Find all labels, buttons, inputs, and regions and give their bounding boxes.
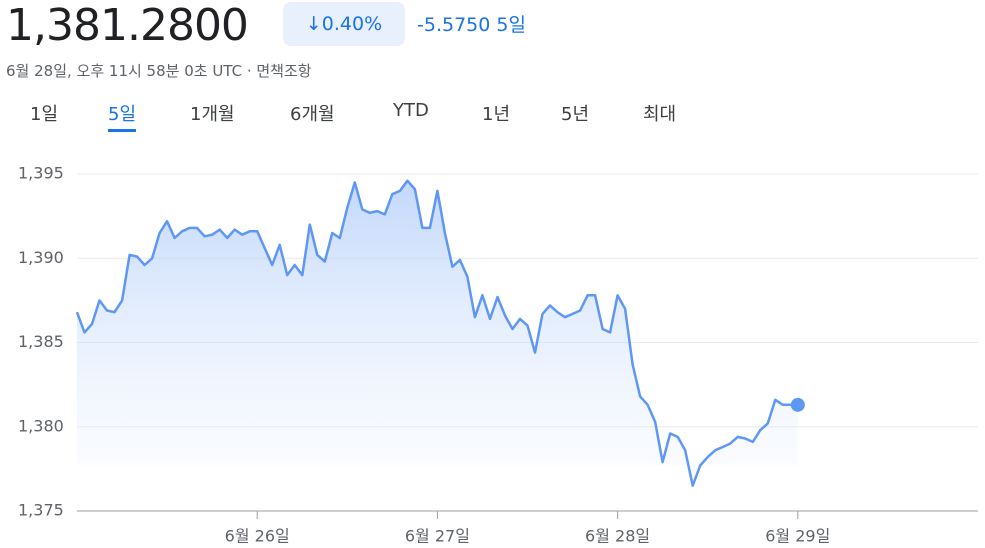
price: 1,381.2800 [6,0,249,51]
change-percent: 0.40% [321,13,383,35]
tab[interactable]: 5년 [561,104,590,125]
period: 5일 [496,14,526,36]
header: 1,381.2800 ↓0.40% -5.5750 5일 6월 28일, 오후 … [0,0,985,150]
x-tick-label: 6월 29일 [765,527,830,546]
x-tick-label: 6월 26일 [225,527,290,546]
last-point [790,397,805,412]
change-value: -5.5750 [417,14,491,36]
y-tick-label: 1,380 [18,416,64,435]
x-tick-label: 6월 27일 [405,527,470,546]
tab[interactable]: YTD [393,100,429,121]
timestamp: 6월 28일, 오후 11시 58분 0초 UTC · 면책조항 [6,62,312,80]
price-line [75,179,798,487]
tab[interactable]: 최대 [643,104,677,125]
x-tick-label: 6월 28일 [585,527,650,546]
area-fill [77,180,798,486]
tab[interactable]: 1개월 [190,104,235,125]
tab[interactable]: 5일 [108,100,137,132]
y-tick-label: 1,375 [18,501,64,520]
change: -5.5750 5일 [417,10,526,37]
y-tick-label: 1,395 [18,164,64,183]
y-tick-label: 1,385 [18,332,64,351]
tab[interactable]: 1년 [482,104,511,125]
y-tick-label: 1,390 [18,248,64,267]
change-badge: ↓0.40% [283,2,405,46]
tab[interactable]: 6개월 [290,104,335,125]
tab[interactable]: 1일 [30,104,59,125]
